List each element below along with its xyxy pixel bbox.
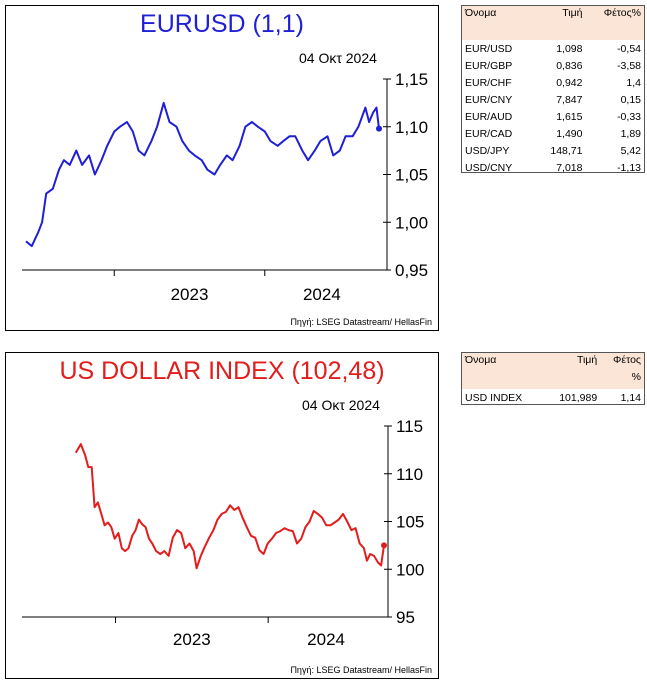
row-price: 7,018 bbox=[556, 161, 583, 174]
fx-header-name: Όνομα bbox=[462, 6, 534, 24]
row-ytd: 0,15 bbox=[620, 93, 641, 106]
row-price: 101,989 bbox=[559, 391, 598, 404]
x-tick-label: 2023 bbox=[173, 630, 211, 649]
fx-header-price: Τιμή bbox=[533, 6, 586, 24]
x-tick-label: 2024 bbox=[307, 630, 345, 649]
dxy-header-ytd: Φέτος bbox=[600, 353, 644, 371]
row-ytd: 1,14 bbox=[620, 391, 641, 404]
row-price: 0,942 bbox=[556, 76, 583, 89]
x-tick-label: 2024 bbox=[303, 285, 341, 304]
dxy-header-ytd-suffix: % bbox=[600, 371, 644, 389]
y-tick-label: 0,95 bbox=[395, 261, 428, 280]
y-tick-label: 110 bbox=[396, 465, 423, 484]
last-value-marker bbox=[376, 125, 382, 132]
fx-rates-header-row: Όνομα Τιμή Φέτος% bbox=[462, 6, 644, 24]
last-value-marker bbox=[381, 542, 387, 549]
table-row: EUR/CAD 1,490 1,89 bbox=[462, 125, 644, 142]
table-row: EUR/AUD 1,615 -0,33 bbox=[462, 108, 644, 125]
table-row: EUR/GBP 0,836 -3,58 bbox=[462, 57, 644, 74]
eurusd-line-chart: 0,95 1,00 1,05 1,10 1,15 2023 2024 bbox=[22, 70, 428, 304]
dollar-index-chart-panel: US DOLLAR INDEX (102,48) 04 Οκτ 2024 95 1… bbox=[5, 352, 439, 679]
x-tick-label: 2023 bbox=[171, 285, 209, 304]
y-tick-label: 115 bbox=[396, 417, 423, 436]
eurusd-chart-date: 04 Οκτ 2024 bbox=[299, 50, 377, 66]
row-name: EUR/CNY bbox=[465, 93, 513, 106]
row-ytd: 1,89 bbox=[620, 127, 641, 140]
row-ytd: -0,33 bbox=[617, 110, 641, 123]
row-name: USD INDEX bbox=[465, 391, 523, 404]
row-price: 148,71 bbox=[550, 144, 583, 157]
y-tick-label: 1,10 bbox=[395, 118, 428, 137]
eurusd-chart-source: Πηγή: LSEG Datastream/ HellasFin bbox=[290, 317, 432, 327]
fx-rates-table: Όνομα Τιμή Φέτος% EUR/USD 1,098 -0,54 EUR/G… bbox=[461, 5, 645, 176]
row-ytd: -3,58 bbox=[617, 59, 641, 72]
row-ytd: -0,54 bbox=[617, 42, 641, 55]
row-price: 7,847 bbox=[556, 93, 583, 106]
y-tick-label: 1,15 bbox=[395, 70, 428, 89]
table-row: USD INDEX 101,989 1,14 bbox=[462, 389, 644, 406]
row-name: EUR/CAD bbox=[465, 127, 513, 140]
row-ytd: 1,4 bbox=[626, 76, 641, 89]
row-ytd: 5,42 bbox=[620, 144, 641, 157]
dollar-index-chart-source: Πηγή: LSEG Datastream/ HellasFin bbox=[290, 665, 432, 675]
row-price: 1,615 bbox=[556, 110, 583, 123]
y-tick-label: 95 bbox=[396, 608, 415, 627]
row-name: USD/JPY bbox=[465, 144, 510, 157]
dollar-index-line-chart: 95 100 105 110 115 2023 2024 bbox=[22, 417, 424, 649]
fx-header-ytd: Φέτος% bbox=[585, 6, 644, 24]
dxy-header-price: Τιμή bbox=[543, 353, 601, 371]
y-tick-label: 100 bbox=[396, 560, 424, 579]
series-line bbox=[25, 101, 380, 248]
y-tick-label: 1,00 bbox=[395, 213, 428, 232]
row-name: EUR/CHF bbox=[465, 76, 512, 89]
dollar-index-chart-title: US DOLLAR INDEX (102,48) bbox=[59, 357, 385, 385]
dollar-index-table: Όνομα Τιμή Φέτος % USD INDEX 101,989 1,14 bbox=[461, 352, 645, 405]
row-name: EUR/AUD bbox=[465, 110, 513, 123]
dollar-index-header-row: Όνομα Τιμή Φέτος bbox=[462, 353, 644, 371]
table-row: EUR/USD 1,098 -0,54 bbox=[462, 40, 644, 57]
row-name: EUR/GBP bbox=[465, 59, 513, 72]
y-tick-label: 1,05 bbox=[395, 166, 428, 185]
eurusd-chart-panel: EURUSD (1,1) 04 Οκτ 2024 0,95 1,00 1,05 1,1… bbox=[5, 5, 439, 331]
row-name: USD/CNY bbox=[465, 161, 513, 174]
row-ytd: -1,13 bbox=[617, 161, 641, 174]
table-row: EUR/CNY 7,847 0,15 bbox=[462, 91, 644, 108]
eurusd-chart-title: EURUSD (1,1) bbox=[140, 10, 304, 38]
row-name: EUR/USD bbox=[465, 42, 513, 55]
row-price: 1,098 bbox=[556, 42, 583, 55]
row-price: 1,490 bbox=[556, 127, 583, 140]
table-row: EUR/CHF 0,942 1,4 bbox=[462, 74, 644, 91]
dollar-index-chart-date: 04 Οκτ 2024 bbox=[302, 397, 380, 413]
dxy-header-name: Όνομα bbox=[462, 353, 544, 371]
table-row: USD/JPY 148,71 5,42 bbox=[462, 142, 644, 159]
row-price: 0,836 bbox=[556, 59, 583, 72]
series-line bbox=[74, 443, 385, 570]
table-row: USD/CNY 7,018 -1,13 bbox=[462, 159, 644, 176]
y-tick-label: 105 bbox=[396, 513, 424, 532]
